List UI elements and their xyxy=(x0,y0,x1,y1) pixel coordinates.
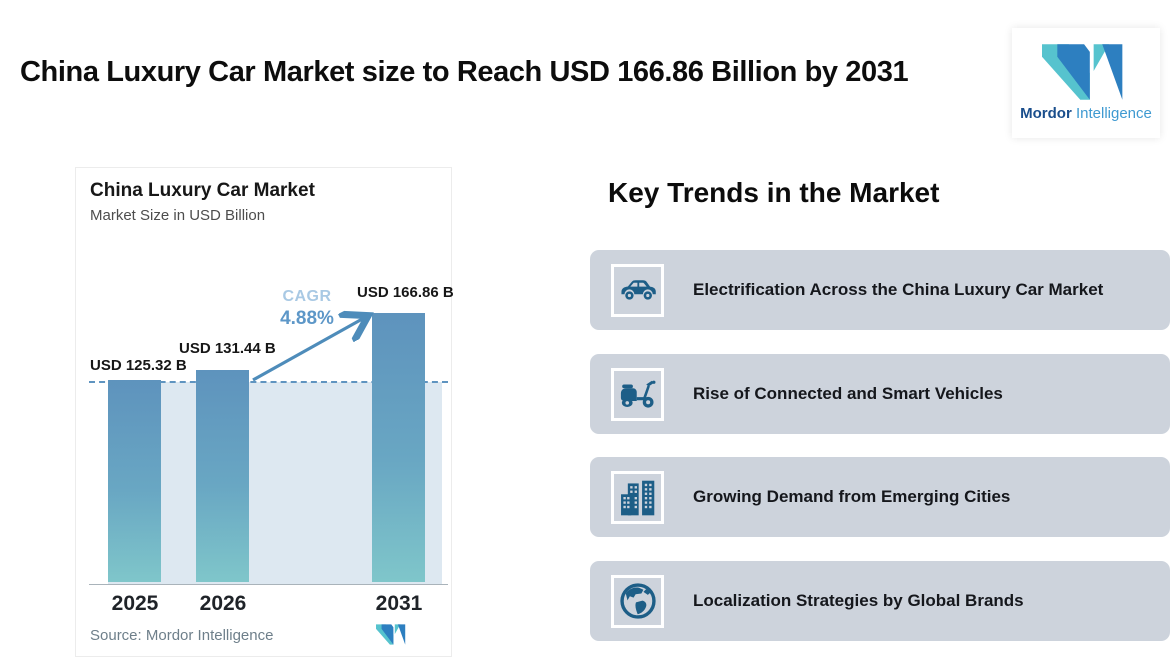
mordor-logo-icon xyxy=(1042,44,1123,100)
trend-icon-box xyxy=(611,470,664,524)
trend-icon-box xyxy=(611,263,664,317)
chart-subtitle: Market Size in USD Billion xyxy=(90,207,266,224)
x-tick-2031: 2031 xyxy=(375,592,423,615)
car-icon xyxy=(620,280,656,300)
trend-card-localization: Localization Strategies by Global Brands xyxy=(590,561,1170,641)
source-name: Mordor Intelligence xyxy=(145,627,274,644)
bar-value-label-2026: USD 131.44 B xyxy=(179,340,276,357)
chart-title: China Luxury Car Market xyxy=(90,180,315,201)
buildings-icon xyxy=(620,480,654,516)
logo-brand-light: Intelligence xyxy=(1075,105,1152,122)
chart-card: China Luxury Car Market Market Size in U… xyxy=(75,167,454,657)
trend-icon-box xyxy=(611,367,664,421)
page-title: China Luxury Car Market size to Reach US… xyxy=(20,56,909,88)
trend-label: Electrification Across the China Luxury … xyxy=(693,280,1104,299)
bar-2026 xyxy=(196,370,249,582)
mordor-logo-text: Mordor Intelligence xyxy=(1020,105,1152,122)
scooter-icon xyxy=(620,380,655,408)
cagr-label: CAGR xyxy=(282,288,332,305)
cagr-value: 4.88% xyxy=(280,308,334,329)
chart-dashed-line xyxy=(89,381,448,383)
x-tick-2025: 2025 xyxy=(111,592,159,615)
mordor-logo-card: Mordor Intelligence xyxy=(1012,28,1160,138)
x-axis-line xyxy=(89,584,448,585)
source-prefix: Source: xyxy=(90,627,142,644)
trend-label: Localization Strategies by Global Brands xyxy=(693,591,1024,610)
x-tick-2026: 2026 xyxy=(199,592,247,615)
trend-card-connected-vehicles: Rise of Connected and Smart Vehicles xyxy=(590,354,1170,434)
bar-2025 xyxy=(108,380,161,582)
trends-heading: Key Trends in the Market xyxy=(608,177,940,208)
trend-label: Rise of Connected and Smart Vehicles xyxy=(693,384,1003,403)
globe-icon xyxy=(619,583,656,619)
cagr-annotation: CAGR 4.88% xyxy=(261,288,353,330)
bar-2031 xyxy=(372,313,425,582)
bar-value-label-2025: USD 125.32 B xyxy=(90,357,187,374)
bar-value-label-2031: USD 166.86 B xyxy=(357,284,454,301)
trend-card-emerging-cities: Growing Demand from Emerging Cities xyxy=(590,457,1170,537)
trend-label: Growing Demand from Emerging Cities xyxy=(693,487,1011,506)
trend-card-electrification: Electrification Across the China Luxury … xyxy=(590,250,1170,330)
chart-source: Source: Mordor Intelligence xyxy=(90,627,273,644)
trend-icon-box xyxy=(611,574,664,628)
mordor-mini-logo-icon xyxy=(376,624,406,645)
logo-brand-bold: Mordor xyxy=(1020,105,1072,122)
